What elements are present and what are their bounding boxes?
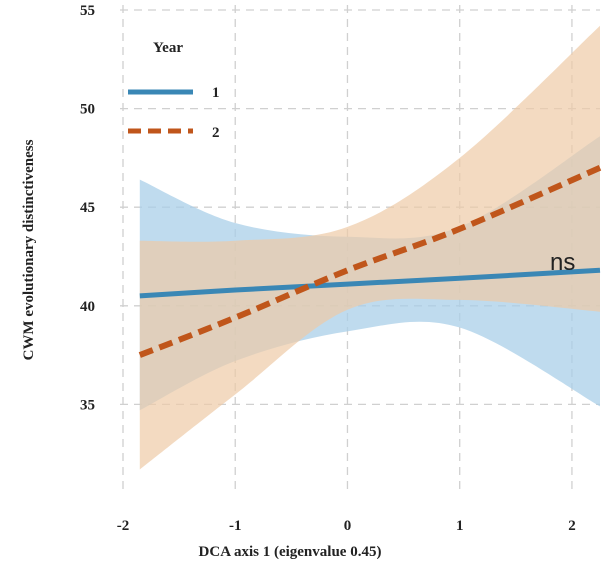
legend-label-year-1: 1	[212, 85, 220, 101]
series-line-year-1	[139, 267, 601, 299]
x-tick-label: 1	[456, 518, 464, 534]
x-tick-label: -1	[229, 518, 242, 534]
legend: Year 1 2	[128, 40, 220, 141]
y-axis-title: CWM evolutionary distinctiveness	[21, 139, 37, 360]
y-tick-label: 35	[80, 397, 95, 413]
x-tick-label: 2	[568, 518, 576, 534]
legend-label-year-2: 2	[212, 125, 220, 141]
y-tick-label: 45	[80, 200, 95, 216]
y-tick-label: 40	[80, 299, 95, 315]
y-tick-labels: 35 40 45 50 55	[80, 3, 95, 413]
x-axis-title: DCA axis 1 (eigenvalue 0.45)	[199, 544, 382, 560]
x-tick-labels: -2 -1 0 1 2	[117, 518, 576, 534]
x-tick-label: 0	[344, 518, 352, 534]
confidence-band-layer	[139, 25, 601, 470]
ns-annotation: ns	[550, 249, 575, 276]
series-line-layer	[138, 165, 602, 358]
x-tick-label: -2	[117, 518, 130, 534]
confidence-band-year-2	[139, 25, 601, 470]
y-tick-label: 55	[80, 3, 95, 19]
legend-title: Year	[153, 40, 183, 56]
y-tick-label: 50	[80, 102, 95, 118]
series-line-year-2	[138, 165, 602, 358]
